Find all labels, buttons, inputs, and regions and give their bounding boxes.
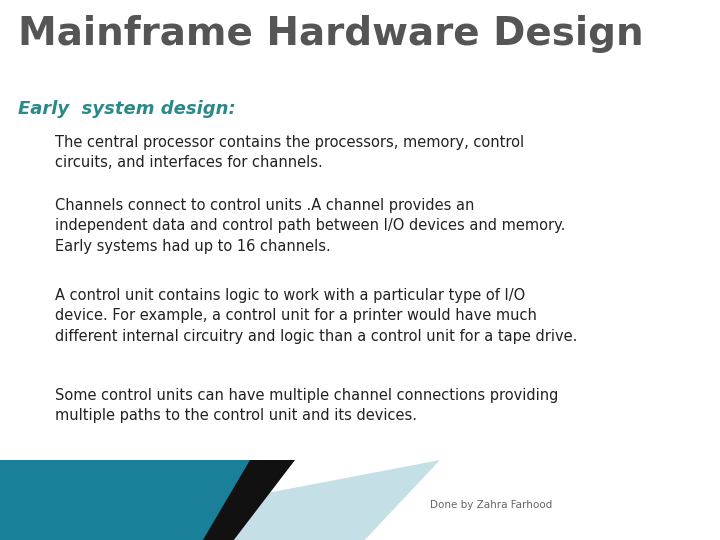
Text: Done by Zahra Farhood: Done by Zahra Farhood <box>430 500 552 510</box>
Text: Channels connect to control units .A channel provides an
independent data and co: Channels connect to control units .A cha… <box>55 198 565 254</box>
Polygon shape <box>0 460 295 540</box>
Text: Some control units can have multiple channel connections providing
multiple path: Some control units can have multiple cha… <box>55 388 559 423</box>
Text: Mainframe Hardware Design: Mainframe Hardware Design <box>18 15 644 53</box>
Polygon shape <box>0 460 440 540</box>
Text: A control unit contains logic to work with a particular type of I/O
device. For : A control unit contains logic to work wi… <box>55 288 577 344</box>
Polygon shape <box>0 460 250 540</box>
Text: The central processor contains the processors, memory, control
circuits, and int: The central processor contains the proce… <box>55 135 524 171</box>
Text: Early  system design:: Early system design: <box>18 100 235 118</box>
